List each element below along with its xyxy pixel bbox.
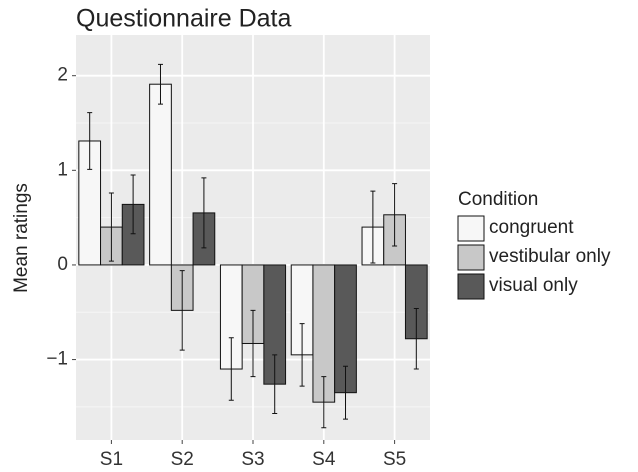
error-bar <box>343 365 349 420</box>
y-tick-label: −1 <box>46 349 68 370</box>
error-bar <box>179 270 185 351</box>
x-tick-label: S2 <box>171 449 194 470</box>
legend-label: visual only <box>489 275 578 296</box>
error-bar <box>392 183 398 247</box>
legend-title: Condition <box>458 189 538 210</box>
legend-swatch <box>457 244 485 271</box>
y-axis-label: Mean ratings <box>11 183 32 293</box>
legend-label: vestibular only <box>489 246 611 267</box>
error-bar <box>228 337 234 401</box>
error-bar <box>272 354 278 415</box>
x-tick-label: S1 <box>100 449 123 470</box>
legend-swatch <box>457 215 485 242</box>
x-tick-label: S4 <box>312 449 336 470</box>
x-tick-label: S3 <box>241 449 264 470</box>
error-bar <box>201 177 207 249</box>
y-tick-label: 2 <box>57 65 68 86</box>
x-tick-label: S5 <box>383 449 406 470</box>
bar <box>149 83 172 266</box>
legend-swatch <box>457 273 485 300</box>
chart-title: Questionnaire Data <box>76 5 292 33</box>
error-bar <box>321 376 327 429</box>
y-tick-label: 0 <box>57 254 68 275</box>
error-bar <box>370 190 376 264</box>
error-bar <box>108 192 114 262</box>
legend-label: congruent <box>489 217 574 238</box>
error-bar <box>87 112 93 170</box>
error-bar <box>413 307 419 370</box>
error-bar <box>130 174 136 235</box>
error-bar <box>299 323 305 387</box>
error-bar <box>157 63 163 105</box>
y-tick-label: 1 <box>57 159 68 180</box>
error-bar <box>250 309 256 378</box>
